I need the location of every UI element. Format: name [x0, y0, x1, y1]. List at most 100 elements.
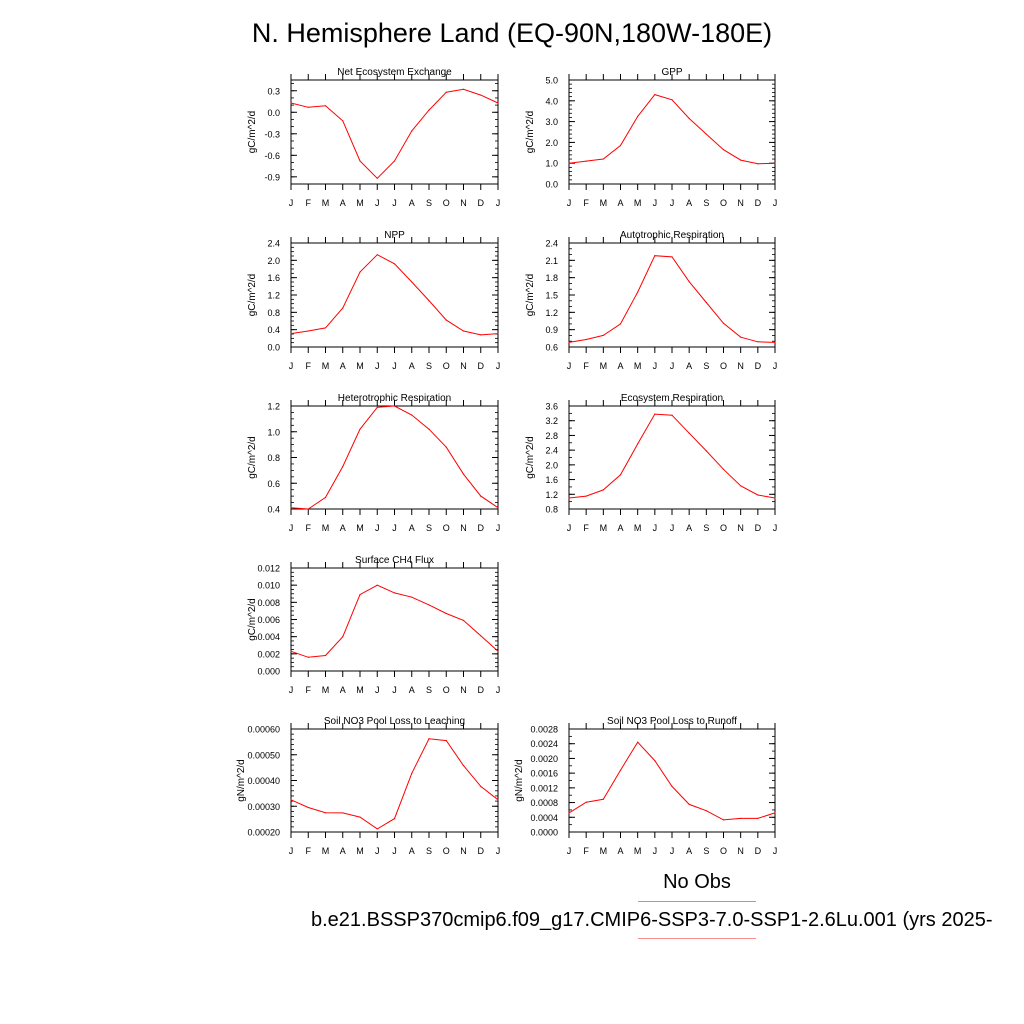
- data-point: [462, 88, 465, 90]
- data-point: [671, 414, 673, 416]
- x-tick-label: J: [567, 523, 572, 533]
- data-point: [445, 319, 447, 321]
- y-axis-label: gC/m^2/d: [525, 436, 536, 479]
- x-tick-label: J: [496, 685, 501, 695]
- y-tick-label: 2.0: [545, 138, 558, 148]
- x-tick-label: M: [634, 846, 642, 856]
- x-tick-label: N: [737, 361, 744, 371]
- x-tick-label: F: [306, 846, 312, 856]
- panel-title: Soil NO3 Pool Loss to Runoff: [607, 716, 737, 727]
- data-point: [688, 803, 690, 806]
- y-tick-label: 0.6: [267, 479, 280, 489]
- x-tick-label: M: [634, 198, 642, 208]
- y-tick-label: 0.0: [267, 343, 280, 353]
- plot-frame: [290, 405, 499, 510]
- panel-title: Ecosystem Respiration: [621, 393, 723, 404]
- x-tick-label: A: [409, 523, 415, 533]
- x-tick-label: O: [720, 846, 727, 856]
- x-tick-label: N: [737, 523, 744, 533]
- x-tick-label: F: [306, 198, 312, 208]
- y-tick-label: 3.6: [545, 402, 558, 412]
- y-tick-label: -0.6: [264, 151, 280, 161]
- data-point: [688, 281, 690, 283]
- data-point: [376, 177, 378, 179]
- y-tick-label: 1.0: [267, 427, 280, 437]
- data-point: [428, 738, 430, 740]
- x-tick-label: S: [426, 523, 432, 533]
- y-tick-label: 0.8: [267, 308, 280, 318]
- x-tick-label: O: [443, 361, 450, 371]
- y-axis-label: gC/m^2/d: [247, 274, 258, 317]
- y-tick-label: 0.0004: [530, 813, 558, 823]
- data-point: [411, 130, 413, 132]
- data-point: [602, 334, 604, 337]
- data-point: [688, 117, 690, 120]
- x-tick-label: F: [583, 846, 589, 856]
- data-point: [757, 817, 759, 819]
- x-tick-label: J: [653, 361, 658, 371]
- x-tick-label: M: [600, 198, 608, 208]
- x-tick-label: O: [720, 523, 727, 533]
- data-point: [585, 801, 587, 803]
- y-tick-label: 5.0: [545, 76, 558, 86]
- x-tick-label: A: [686, 198, 692, 208]
- x-tick-label: J: [392, 523, 397, 533]
- data-point: [342, 307, 344, 309]
- data-point: [445, 446, 447, 448]
- y-tick-label: 2.4: [267, 239, 280, 249]
- data-point: [637, 115, 639, 117]
- x-tick-label: A: [686, 846, 692, 856]
- y-tick-label: 0.00040: [247, 776, 280, 786]
- data-point: [359, 160, 361, 162]
- data-point: [705, 810, 707, 812]
- y-tick-label: 1.5: [545, 291, 558, 301]
- x-tick-label: J: [392, 361, 397, 371]
- series-line: [290, 584, 499, 658]
- data-point: [376, 254, 378, 256]
- x-tick-label: A: [340, 846, 346, 856]
- data-point: [705, 450, 707, 452]
- y-tick-label: 0.012: [257, 564, 280, 574]
- x-tick-label: J: [375, 846, 380, 856]
- y-tick-label: 1.2: [545, 490, 558, 500]
- x-tick-label: J: [289, 523, 294, 533]
- x-tick-label: M: [600, 846, 608, 856]
- x-tick-label: A: [409, 198, 415, 208]
- x-tick-label: N: [460, 685, 467, 695]
- data-point: [568, 812, 570, 814]
- data-point: [497, 650, 499, 652]
- data-point: [307, 508, 309, 510]
- y-tick-label: 0.002: [257, 649, 280, 659]
- x-tick-label: J: [289, 361, 294, 371]
- x-tick-label: O: [443, 846, 450, 856]
- x-tick-label: A: [617, 361, 623, 371]
- data-point: [290, 799, 292, 801]
- x-tick-label: J: [653, 846, 658, 856]
- x-tick-label: J: [773, 523, 778, 533]
- x-tick-label: A: [409, 685, 415, 695]
- x-tick-label: M: [322, 523, 330, 533]
- data-point: [307, 806, 309, 809]
- y-tick-label: 0.008: [257, 598, 280, 608]
- x-tick-label: J: [567, 361, 572, 371]
- data-point: [462, 619, 465, 621]
- data-point: [462, 330, 465, 332]
- data-point: [324, 496, 327, 499]
- y-tick-label: 0.0012: [530, 783, 558, 793]
- y-tick-label: 0.0000: [530, 828, 558, 838]
- x-tick-label: N: [460, 198, 467, 208]
- x-tick-label: J: [496, 361, 501, 371]
- x-tick-label: A: [617, 523, 623, 533]
- x-tick-label: S: [426, 685, 432, 695]
- data-point: [619, 474, 622, 476]
- series-line: [568, 413, 776, 499]
- x-tick-label: D: [478, 361, 485, 371]
- x-tick-label: A: [409, 361, 415, 371]
- x-tick-label: A: [340, 523, 346, 533]
- panel-title: Surface CH4 Flux: [355, 555, 434, 566]
- y-tick-label: 0.004: [257, 632, 280, 642]
- plot-frame: [568, 405, 776, 510]
- y-tick-label: 0.00050: [247, 750, 280, 760]
- data-point: [359, 271, 361, 273]
